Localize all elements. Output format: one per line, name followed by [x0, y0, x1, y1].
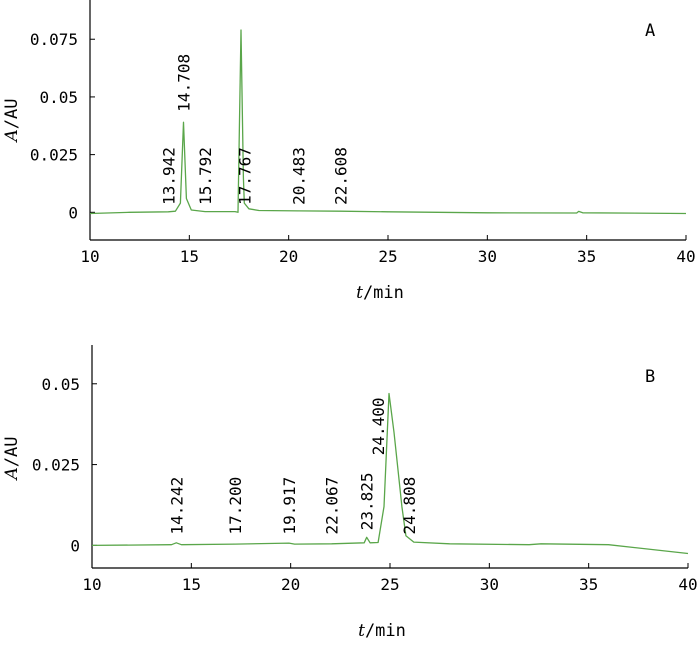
panel-a-x-axis-label: t/min: [356, 283, 404, 303]
panel-b-y-axis-unit: /AU: [2, 437, 22, 468]
panel-b-x-tick-label: 40: [678, 575, 697, 594]
panel-b-peak-label: 19.917: [280, 477, 299, 535]
panel-a-x-axis-var: t: [356, 283, 363, 303]
panel-b-x-tick-label: 35: [579, 575, 598, 594]
panel-a-peak-label: 20.483: [289, 147, 308, 205]
panel-a-x-tick-label: 30: [478, 247, 497, 266]
panel-b-y-axis-label: A/AU: [2, 437, 22, 482]
panel-a-x-tick-label: 35: [577, 247, 596, 266]
panel-b-y-tick-label: 0.025: [32, 456, 80, 475]
panel-b-peak-label: 14.242: [167, 477, 186, 535]
panel-a-y-tick-label: 0.05: [39, 88, 78, 107]
panel-a-peak-label: 22.608: [332, 147, 351, 205]
panel-a-y-axis-var: A: [2, 129, 22, 143]
panel-b-y-tick-label: 0.05: [41, 375, 80, 394]
panel-a-trace: [89, 29, 687, 215]
panel-b-x-tick-label: 25: [380, 575, 399, 594]
panel-a-peak-label: 13.942: [159, 147, 178, 205]
panel-a-x-tick-label: 10: [80, 247, 99, 266]
panel-a-peak-label: 15.792: [196, 147, 215, 205]
panel-a-panel-label: A: [645, 21, 655, 41]
panel-b-x-axis-var: t: [358, 621, 365, 641]
panel-a-y-tick-label: 0.075: [30, 30, 78, 49]
panel-b-peak-label: 23.825: [358, 473, 377, 531]
panel-a-x-tick-label: 40: [676, 247, 695, 266]
panel-b-trace: [91, 392, 689, 555]
panel-a-x-tick-label: 20: [279, 247, 298, 266]
panel-a-peak-label: 17.767: [235, 147, 254, 205]
panel-b-peak-label: 24.400: [369, 398, 388, 456]
panel-b: 0 0.025 0.05 10 15 20 25 30 35 40 t/min A/AU B 14.242…: [2, 345, 698, 641]
panel-a-y-tick-label: 0.025: [30, 146, 78, 165]
panel-b-x-axis-unit: /min: [365, 621, 406, 641]
panel-b-x-tick-label: 15: [182, 575, 201, 594]
panel-a-y-axis-unit: /AU: [2, 99, 22, 130]
panel-b-x-tick-label: 10: [82, 575, 101, 594]
panel-b-peak-label: 22.067: [323, 477, 342, 535]
panel-b-panel-label: B: [645, 367, 655, 387]
panel-b-peak-label: 17.200: [226, 477, 245, 535]
panel-a-y-tick-label: 0: [68, 203, 78, 222]
panel-a-x-tick-label: 15: [180, 247, 199, 266]
panel-a-y-axis-label: A/AU: [2, 99, 22, 144]
panel-a-x-axis-unit: /min: [363, 283, 404, 303]
panel-a-peak-label: 14.708: [175, 54, 194, 112]
panel-a-x-tick-label: 25: [378, 247, 397, 266]
panel-b-peak-label: 24.808: [400, 477, 419, 535]
panel-b-x-tick-label: 20: [281, 575, 300, 594]
panel-b-x-axis-label: t/min: [358, 621, 406, 641]
panel-b-y-axis-var: A: [2, 467, 22, 481]
panel-b-x-tick-label: 30: [480, 575, 499, 594]
panel-b-y-tick-label: 0: [70, 536, 80, 555]
